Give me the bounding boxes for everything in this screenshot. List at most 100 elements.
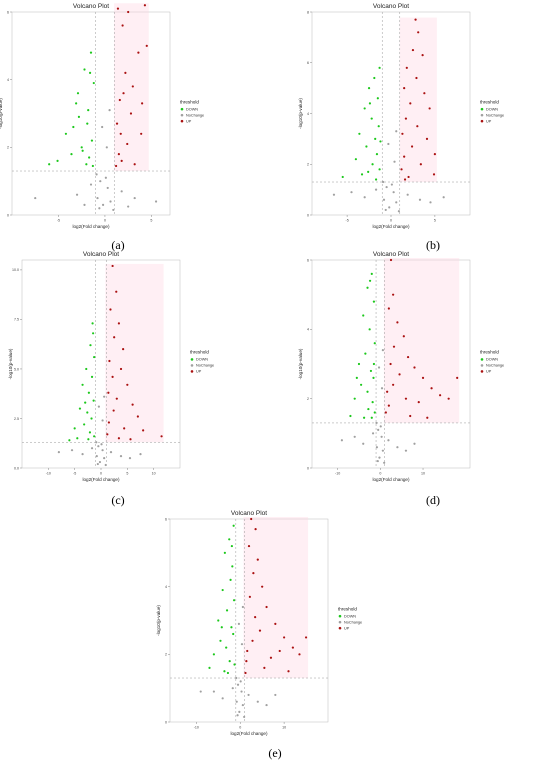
point-nochange <box>240 643 244 646</box>
point-down <box>76 92 80 95</box>
point-nochange <box>128 456 132 460</box>
legend-entry-up: UP <box>186 119 192 123</box>
point-down <box>341 175 344 179</box>
point-up <box>160 435 163 438</box>
point-down <box>89 51 93 54</box>
point-up <box>143 4 147 7</box>
point-up <box>117 437 121 440</box>
plot-frame <box>311 11 471 216</box>
point-nochange <box>390 183 393 186</box>
point-nochange <box>381 449 384 452</box>
y-tick-label: 5.0 <box>14 367 19 371</box>
point-nochange <box>385 185 388 189</box>
caption-b: (b) <box>426 238 440 252</box>
point-up <box>409 414 412 418</box>
point-down <box>375 153 379 156</box>
point-nochange <box>383 461 386 464</box>
point-down <box>80 146 83 149</box>
point-nochange <box>90 447 94 450</box>
x-tick-label: 5 <box>150 219 152 223</box>
y-tick-label: 4 <box>7 78 9 82</box>
volcano-plot-a: Volcano Plot -5 0 5 0 2 4 6 log2(Fold change) -lo… <box>0 0 245 240</box>
legend-entry-nochange: NoChange <box>486 364 504 368</box>
point-nochange <box>429 201 432 204</box>
point-up <box>117 322 121 325</box>
point-down <box>377 125 380 128</box>
point-up <box>118 98 121 102</box>
point-up <box>254 528 257 531</box>
point-up <box>119 132 122 135</box>
point-up <box>298 653 301 656</box>
point-up <box>115 122 119 125</box>
point-up <box>423 92 426 95</box>
point-down <box>72 125 75 129</box>
point-up <box>387 404 390 407</box>
point-up <box>407 175 410 179</box>
point-down <box>372 376 375 379</box>
point-up <box>287 670 290 673</box>
point-down <box>372 300 376 303</box>
point-up <box>421 54 424 57</box>
point-down <box>223 551 226 554</box>
point-up <box>392 293 395 296</box>
point-down <box>87 109 90 112</box>
point-up <box>126 383 129 386</box>
legend-marker-up <box>480 370 484 373</box>
y-tick-label: 2 <box>165 653 167 657</box>
point-nochange <box>239 680 242 683</box>
point-down <box>81 383 84 386</box>
point-nochange <box>127 205 130 208</box>
x-tick-label: -10 <box>46 472 51 476</box>
point-nochange <box>237 622 241 625</box>
legend-entry-up: UP <box>486 370 492 374</box>
y-tick-label: 0 <box>307 466 309 470</box>
legend-marker-down <box>338 614 342 618</box>
point-nochange <box>392 191 395 194</box>
point-nochange <box>95 441 98 444</box>
point-nochange <box>382 198 386 201</box>
point-nochange <box>199 690 202 693</box>
point-down <box>85 367 88 371</box>
point-nochange <box>120 190 123 193</box>
point-down <box>208 666 211 669</box>
legend-entry-nochange: NoChange <box>196 364 214 368</box>
point-down <box>92 332 95 335</box>
legend-entry-down: DOWN <box>186 107 198 111</box>
volcano-plot-svg: Volcano Plot -10 0 10 0 2 4 6 log2(Fold change) -… <box>156 510 362 736</box>
point-nochange <box>139 453 142 456</box>
caption-c: (c) <box>111 493 125 507</box>
x-tick-label: 10 <box>152 472 156 476</box>
point-nochange <box>382 180 385 184</box>
point-down <box>48 163 51 166</box>
point-nochange <box>133 196 136 200</box>
point-up <box>398 373 401 376</box>
point-nochange <box>95 455 98 458</box>
point-up <box>113 336 116 339</box>
point-up <box>304 636 308 639</box>
point-down <box>77 115 81 118</box>
point-up <box>131 403 134 406</box>
x-tick-label: -10 <box>194 726 199 730</box>
point-up <box>403 155 406 158</box>
point-down <box>230 626 233 629</box>
up-region-band <box>243 517 309 679</box>
caption-e: (e) <box>268 746 282 760</box>
point-nochange <box>375 421 378 425</box>
point-down <box>367 87 371 90</box>
point-nochange <box>235 676 238 680</box>
point-down <box>232 524 235 527</box>
caption-a: (a) <box>111 238 125 252</box>
x-tick-label: -10 <box>335 472 340 476</box>
point-down <box>368 102 372 105</box>
point-down <box>75 102 78 105</box>
legend-entry-up: UP <box>486 119 492 123</box>
point-nochange <box>70 449 74 452</box>
legend-marker-nochange <box>480 364 484 367</box>
legend-marker-down <box>480 107 484 111</box>
y-tick-label: 4 <box>307 112 309 116</box>
volcano-plot-d: Volcano Plot -10 0 10 0 2 4 6 log2(Fold change) -… <box>290 250 535 492</box>
point-up <box>430 387 433 390</box>
point-down <box>371 163 374 166</box>
point-up <box>447 397 450 400</box>
point-down <box>370 416 373 419</box>
